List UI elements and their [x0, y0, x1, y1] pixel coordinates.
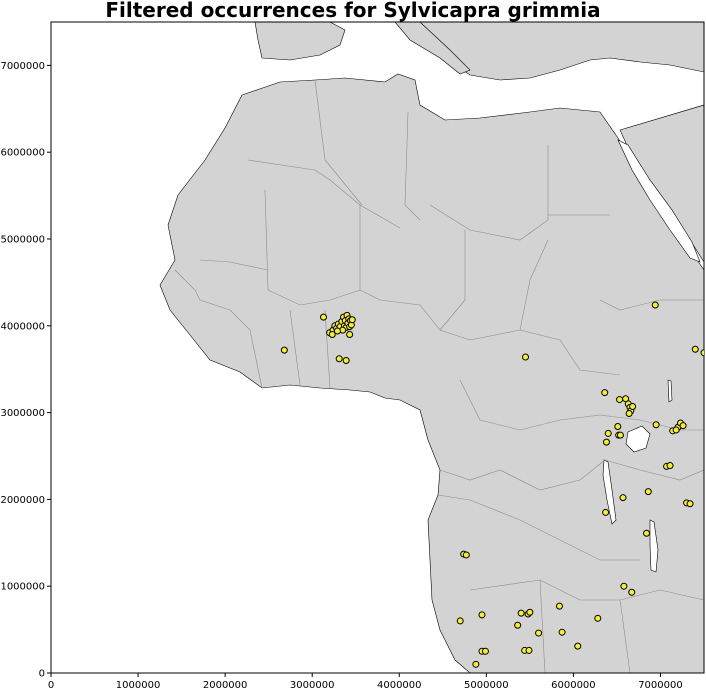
occurrence-point	[644, 488, 652, 496]
occurrence-point	[652, 421, 660, 429]
y-tick-label: 5000000	[0, 235, 45, 246]
lake-victoria	[625, 425, 651, 453]
land-iberia	[254, 22, 346, 61]
land-italy	[394, 22, 471, 75]
occurrence-point	[651, 301, 659, 309]
occurrence-point	[333, 327, 341, 335]
occurrence-point	[619, 494, 627, 502]
occurrence-point	[614, 422, 622, 430]
occurrence-point	[472, 660, 480, 668]
occurrence-point	[594, 614, 602, 622]
occurrence-point	[328, 330, 336, 338]
occurrence-point	[525, 646, 533, 654]
occurrence-point	[602, 438, 610, 446]
occurrence-point	[456, 617, 464, 625]
y-tick-label: 6000000	[0, 148, 45, 159]
lake-tanganyika	[602, 459, 617, 525]
lake-turkana	[667, 379, 673, 403]
red-sea	[617, 139, 701, 263]
occurrence-point	[574, 642, 582, 650]
occurrence-point	[522, 353, 530, 361]
occurrence-point	[625, 409, 633, 417]
map-title: Filtered occurrences for Sylvicapra grim…	[105, 0, 601, 22]
axes: 0 1000000 2000000 3000000 4000000 5000000 6000…	[0, 61, 682, 690]
occurrence-point	[602, 508, 610, 516]
occurrence-point	[691, 345, 699, 353]
occurrence-point	[555, 602, 563, 610]
occurrence-point	[280, 346, 288, 354]
y-tick-label: 2000000	[0, 495, 45, 506]
occurrence-point	[700, 349, 704, 357]
occurrence-point	[643, 529, 651, 537]
plot-frame	[50, 21, 705, 674]
x-tick-label: 7000000	[638, 680, 683, 690]
occurrence-point	[616, 396, 624, 404]
occurrence-point	[666, 462, 674, 470]
y-tick-label: 7000000	[0, 61, 45, 72]
y-tick-label: 1000000	[0, 582, 45, 593]
y-tick-label: 0	[39, 669, 45, 680]
lake-malawi	[649, 519, 659, 573]
land-africa	[159, 73, 704, 673]
occurrence-point	[346, 330, 354, 338]
occurrence-point	[481, 647, 489, 655]
occurrence-point	[335, 355, 343, 363]
occurrence-point	[620, 582, 628, 590]
occurrence-point	[558, 628, 566, 636]
occurrence-point	[672, 426, 680, 434]
occurrence-point	[629, 403, 637, 411]
x-tick-label: 2000000	[203, 680, 248, 690]
occurrence-point	[686, 500, 694, 508]
occurrence-point	[604, 429, 612, 437]
occurrence-point	[616, 431, 624, 439]
occurrence-point	[679, 422, 687, 430]
x-tick-label: 6000000	[551, 680, 596, 690]
occurrence-points	[280, 301, 704, 668]
occurrence-point	[628, 588, 636, 596]
occurrence-point	[348, 316, 356, 324]
country-borders	[174, 79, 704, 673]
y-tick-label: 4000000	[0, 321, 45, 332]
occurrence-point	[601, 389, 609, 397]
occurrence-point	[320, 313, 328, 321]
occurrence-point	[535, 629, 543, 637]
occurrence-point	[514, 621, 522, 629]
occurrence-point	[462, 551, 470, 559]
x-tick-label: 3000000	[290, 680, 335, 690]
x-tick-label: 1000000	[116, 680, 161, 690]
occurrence-point	[526, 608, 534, 616]
x-tick-label: 5000000	[464, 680, 509, 690]
geography-layer	[159, 22, 704, 673]
occurrence-point	[342, 357, 350, 365]
x-tick-label: 4000000	[377, 680, 422, 690]
occurrence-point	[517, 609, 525, 617]
x-tick-label: 0	[48, 680, 54, 690]
y-tick-label: 3000000	[0, 408, 45, 419]
occurrence-point	[478, 611, 486, 619]
